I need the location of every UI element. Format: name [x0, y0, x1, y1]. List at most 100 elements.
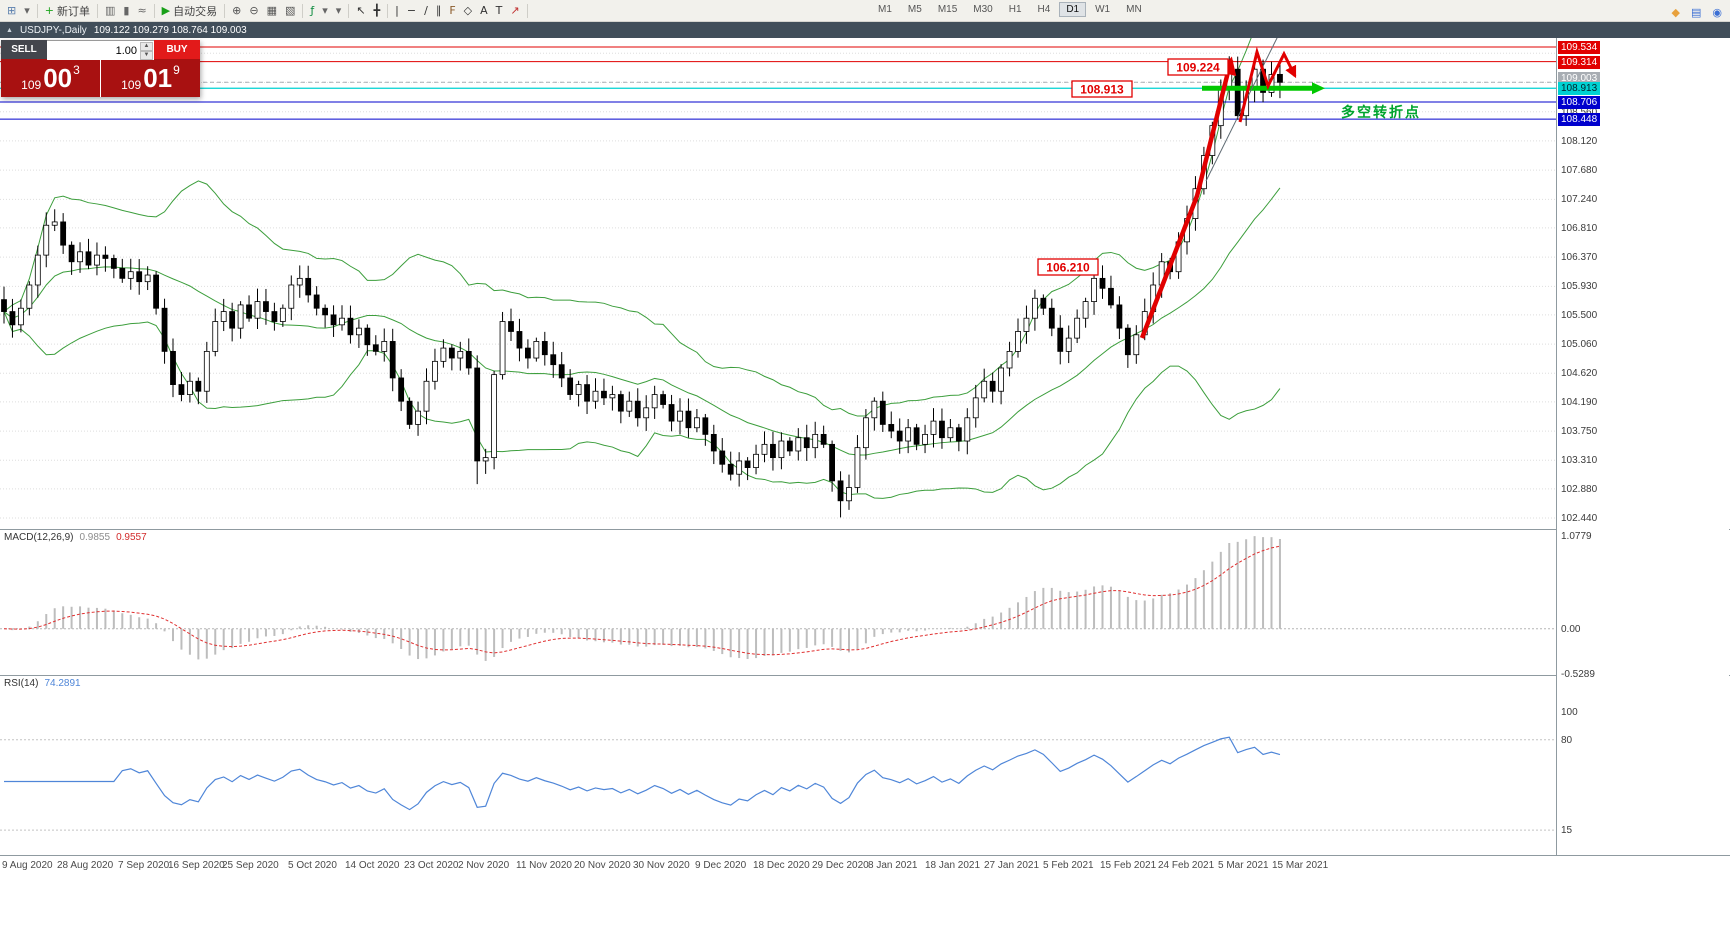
date-tick-label: 15 Mar 2021	[1272, 860, 1329, 871]
channel-icon-glyph: ∥	[435, 4, 442, 17]
channel-icon[interactable]: ∥	[432, 1, 446, 21]
profiles-icon[interactable]: ▾	[20, 1, 34, 21]
line-chart-icon-glyph: ≈	[137, 4, 147, 17]
zoom-in-icon[interactable]: ⊕	[228, 1, 245, 21]
buy-price-pips: 01	[143, 63, 173, 93]
macd-histogram	[11, 536, 1281, 661]
line-chart-icon[interactable]: ≈	[133, 1, 150, 21]
buy-price-button[interactable]: 109 01 9	[101, 59, 200, 97]
volume-decrease-button[interactable]: ▼	[140, 51, 153, 60]
timeframe-d1[interactable]: D1	[1059, 2, 1087, 17]
shapes-icon[interactable]: ◇	[460, 1, 476, 21]
cascade-windows-icon[interactable]: ▧	[281, 1, 299, 21]
rsi-separator[interactable]	[0, 675, 1730, 676]
time-axis[interactable]: 9 Aug 2020 28 Aug 2020 7 Sep 2020 16 Sep 20…	[0, 856, 1556, 878]
horizontal-line-icon-glyph: −	[406, 4, 417, 17]
price-scale[interactable]: 108.560 108.120 107.680 107.240 106.810 106.3…	[1557, 38, 1729, 855]
candlestick-chart-icon-glyph: ▮	[123, 4, 130, 17]
rsi-panel[interactable]	[0, 676, 1556, 855]
macd-name: MACD(12,26,9)	[4, 532, 74, 543]
autotrading-button-glyph: ▶	[161, 4, 171, 17]
toolbar-separator	[153, 3, 155, 18]
horizontal-line-icon[interactable]: −	[403, 1, 420, 21]
date-tick-label: 20 Nov 2020	[574, 860, 631, 871]
date-tick-label: 9 Aug 2020	[2, 860, 53, 871]
arrow-tool-icon[interactable]: ↗	[506, 1, 523, 21]
label-icon[interactable]: T	[492, 1, 507, 21]
new-chart-icon[interactable]: ⊞	[3, 1, 20, 21]
macd-scale-label: -0.5289	[1561, 669, 1595, 680]
date-tick-label: 16 Sep 2020	[168, 860, 225, 871]
date-tick-label: 15 Feb 2021	[1100, 860, 1157, 871]
sell-price-button[interactable]: 109 00 3	[1, 59, 100, 97]
vertical-line-icon[interactable]: |	[391, 1, 403, 21]
date-tick-label: 8 Jan 2021	[868, 860, 918, 871]
date-tick-label: 5 Oct 2020	[288, 860, 337, 871]
volume-input[interactable]	[47, 42, 154, 60]
trendline-icon[interactable]: ∕	[420, 1, 432, 21]
timeframe-m15[interactable]: M15	[937, 4, 958, 15]
price-chart[interactable]: 109.224 108.913 106.210 多空转折点	[0, 38, 1556, 530]
price-tick-label: 108.120	[1561, 136, 1598, 147]
macd-separator[interactable]	[0, 529, 1730, 530]
toolbar: ⊞ ▾ + 新订单 ▥ ▮ ≈ ▶ 自动交易 ⊕ ⊖ ▦ ▧ ƒ ▾ ▾ ↖ ╋ | − ∕ ∥ F ◇ A T ↗ M1 M5 M15…	[0, 0, 1730, 22]
zigzag-arrow[interactable]	[1238, 46, 1297, 123]
alerts-icon[interactable]: ◆	[1668, 2, 1684, 22]
crosshair-icon[interactable]: ╋	[370, 1, 385, 21]
volume-increase-button[interactable]: ▲	[140, 42, 153, 51]
periods-dropdown-glyph: ▾	[335, 4, 342, 17]
periods-dropdown[interactable]: ▾	[332, 1, 346, 21]
zoom-out-icon[interactable]: ⊖	[245, 1, 262, 21]
timeframe-w1[interactable]: W1	[1095, 4, 1111, 15]
timeframe-h1[interactable]: H1	[1008, 4, 1022, 15]
support-highlight-arrowhead	[1312, 82, 1325, 95]
cursor-icon[interactable]: ↖	[352, 1, 369, 21]
rally-arrow[interactable]	[1139, 56, 1237, 339]
candlestick-chart-icon[interactable]: ▮	[119, 1, 133, 21]
timeframe-m5[interactable]: M5	[907, 4, 922, 15]
sell-button[interactable]: SELL	[1, 40, 47, 59]
date-tick-label: 24 Feb 2021	[1158, 860, 1215, 871]
arrow-tool-icon-glyph: ↗	[510, 4, 520, 17]
price-callout-box[interactable]	[1037, 258, 1099, 276]
timeframe-bar: M1 M5 M15 M30 H1 H4 D1 W1 MN	[870, 2, 1150, 17]
label-icon-glyph: T	[495, 4, 503, 17]
date-tick-label: 25 Sep 2020	[222, 860, 279, 871]
sell-price-pips: 00	[43, 63, 73, 93]
bar-chart-icon[interactable]: ▥	[101, 1, 119, 21]
chart-window-icon: ▲	[6, 26, 13, 34]
tile-windows-icon[interactable]: ▦	[263, 1, 281, 21]
indicators-icon[interactable]: ƒ	[306, 1, 318, 21]
price-tick-label: 102.440	[1561, 513, 1598, 524]
resistance-price-label: 109.314	[1558, 56, 1601, 69]
cn-annotation-label[interactable]: 多空转折点	[1341, 104, 1421, 120]
help-icon-glyph: ◉	[1712, 5, 1722, 19]
macd-panel[interactable]	[0, 530, 1556, 676]
toolbar-separator	[302, 3, 304, 18]
fibonacci-icon[interactable]: F	[445, 1, 459, 21]
timeframe-m1[interactable]: M1	[878, 4, 892, 15]
price-tick-label: 107.240	[1561, 194, 1598, 205]
macd-scale-label: 1.0779	[1561, 531, 1592, 542]
date-tick-label: 27 Jan 2021	[984, 860, 1040, 871]
help-icon[interactable]: ◉	[1708, 2, 1726, 22]
price-callout-box[interactable]	[1071, 80, 1133, 98]
timeframe-mn[interactable]: MN	[1126, 4, 1142, 15]
time-axis-separator	[0, 855, 1730, 856]
buy-price-handle: 109	[121, 78, 142, 92]
news-icon[interactable]: ▤	[1687, 2, 1705, 22]
new-order-button[interactable]: + 新订单	[41, 1, 94, 21]
rsi-line	[4, 736, 1281, 811]
bollinger-lower-band	[3, 311, 1281, 499]
price-tick-label: 105.060	[1561, 339, 1598, 350]
buy-price-point: 9	[173, 63, 180, 77]
date-tick-label: 11 Nov 2020	[516, 860, 572, 871]
new-chart-icon-glyph: ⊞	[7, 4, 17, 17]
text-icon[interactable]: A	[476, 1, 492, 21]
buy-button[interactable]: BUY	[154, 40, 200, 59]
autotrading-button[interactable]: ▶ 自动交易	[158, 1, 221, 21]
price-callout-box[interactable]	[1167, 58, 1229, 76]
timeframe-h4[interactable]: H4	[1037, 4, 1051, 15]
timeframe-m30[interactable]: M30	[973, 4, 993, 15]
indicators-dropdown[interactable]: ▾	[318, 1, 332, 21]
